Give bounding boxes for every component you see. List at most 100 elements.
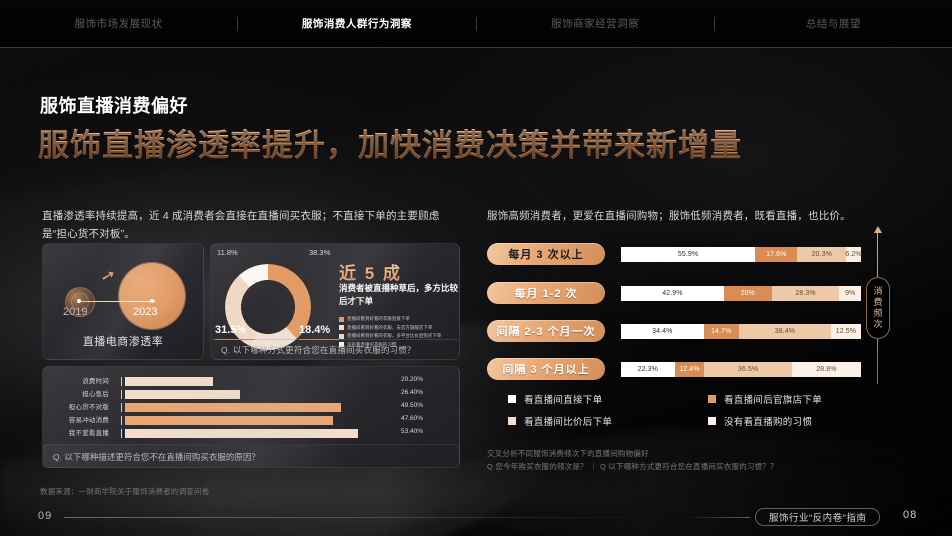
footnote-line-2: Q 您今年购买衣服的频次是？ ｜ Q 以下哪种方式更符合您在直播间买衣服的习惯？… — [487, 462, 778, 472]
bar-row-tick — [121, 429, 122, 438]
bar-row-tick — [121, 403, 122, 412]
nav-item-summary-outlook[interactable]: 总结与展望 — [805, 18, 861, 30]
left-intro-text: 直播渗透率持续提高，近 4 成消费者会直接在直播间买衣服；不直接下单的主要顾虑是… — [42, 210, 440, 241]
stacked-bar-segment: 22.3% — [621, 362, 675, 377]
penetration-card: ➚ 2019 2023 直播电商渗透率 — [42, 243, 204, 360]
stacked-bar: 34.4% 14.7% 38.4% 12.5% — [621, 324, 861, 339]
frequency-pill[interactable]: 每月 3 次以上 — [487, 243, 605, 265]
connector-dot-end — [150, 299, 154, 303]
bar-row: 担心售后 26.40% — [43, 389, 453, 399]
year-2019-label: 2019 — [63, 306, 88, 318]
page-number-right: 08 — [903, 509, 918, 521]
donut-label-bottom-left: 31.5% — [215, 324, 247, 336]
bar-category-label: 担心货不对版 — [68, 404, 109, 411]
bar-fill — [125, 403, 342, 412]
stacked-bar-segment: 20.3% — [797, 247, 847, 262]
stacked-bar-segment: 38.4% — [738, 324, 831, 339]
nav-divider — [237, 16, 239, 31]
stacked-bar-segment: 36.5% — [704, 362, 792, 377]
legend-item: 直播间看到好看的衣服，去官方旗舰店下单 — [339, 325, 441, 331]
legend-item: 直播间看到好看的衣服，多平台比价后购买下单 — [339, 333, 441, 339]
stacked-bar: 42.9% 20% 28.3% 9% — [621, 286, 861, 301]
legend-swatch — [339, 342, 344, 347]
legend-swatch — [508, 417, 516, 425]
legend-swatch — [708, 395, 716, 403]
year-2023-label: 2023 — [133, 306, 158, 318]
legend-label: 看直播间后官旗店下单 — [724, 395, 823, 406]
frequency-pill[interactable]: 间隔 3 个月以上 — [487, 358, 605, 380]
right-footnote: 交叉分析不同服饰消费频次下的直播间购物偏好 Q 您今年购买衣服的频次是？ ｜ Q… — [487, 447, 778, 473]
frequency-pill[interactable]: 间隔 2-3 个月一次 — [487, 320, 605, 342]
stacked-bar: 22.3% 12.4% 36.5% 28.8% — [621, 362, 861, 377]
bar-fill — [125, 390, 241, 399]
bar-row-tick — [121, 377, 122, 386]
data-source: 数据来源：一财商学院关于服饰消费者的调查问卷 — [40, 487, 210, 496]
legend-label: 看直播间比价后下单 — [524, 417, 613, 428]
stacked-bar-segment: 28.3% — [771, 286, 840, 301]
nav-divider — [475, 16, 477, 31]
bar-category-label: 浪费时间 — [82, 378, 109, 385]
bar-row: 担心货不对版 49.50% — [43, 402, 453, 412]
section-kicker: 服饰直播消费偏好 — [40, 96, 188, 116]
legend-swatch — [339, 333, 344, 339]
up-arrow-icon: ➚ — [99, 264, 118, 287]
frequency-pill[interactable]: 每月 1-2 次 — [487, 282, 605, 304]
page-footer: 09 服饰行业“反内卷”指南 08 — [0, 505, 952, 536]
stacked-bar-segment: 42.9% — [621, 286, 724, 301]
stacked-bar-segment: 28.8% — [791, 362, 861, 377]
reasons-question-card: Q. 以下哪种描述更符合您不在直播间购买衣服的原因？ — [42, 444, 460, 468]
stacked-bar-segment: 17.6% — [755, 247, 798, 262]
bar-row: 容易冲动消费 47.60% — [43, 415, 453, 425]
legend-swatch — [708, 417, 716, 425]
stacked-bar-segment: 55.9% — [621, 247, 756, 262]
donut-label-top-left: 11.8% — [217, 248, 238, 257]
footnote-line-1: 交叉分析不同服饰消费频次下的直播间购物偏好 — [487, 449, 649, 458]
legend-swatch — [508, 395, 516, 403]
bar-category-label: 我不爱看直播 — [68, 430, 109, 437]
bar-row: 我不爱看直播 53.40% — [43, 428, 453, 438]
stacked-bar-segment: 12.5% — [830, 324, 861, 339]
bar-fill — [125, 429, 359, 438]
nav-item-market-status[interactable]: 服饰市场发展现状 — [74, 18, 163, 30]
top-navigation: 服饰市场发展现状 服饰消费人群行为洞察 服饰商家经营洞察 总结与展望 — [0, 0, 952, 48]
legend-label: 直播间看到好看的衣服直接下单 — [347, 316, 410, 321]
page-title: 服饰直播渗透率提升，加快消费决策并带来新增量 — [38, 120, 742, 165]
stacked-bar-segment: 9% — [839, 286, 861, 301]
penetration-caption: 直播电商渗透率 — [82, 336, 164, 348]
legend-item: 看直播间比价后下单 — [508, 414, 708, 428]
legend-label: 直播间看到好看的衣服，去官方旗舰店下单 — [347, 324, 433, 330]
frequency-axis-label-text: 消费频次 — [872, 286, 883, 330]
stacked-bar-segment: 14.7% — [703, 324, 739, 339]
stacked-chart-legend: 看直播间直接下单 看直播间后官旗店下单 看直播间比价后下单 没有看直播购的习惯 — [508, 392, 908, 428]
nav-item-merchant-insight[interactable]: 服饰商家经营洞察 — [551, 18, 640, 30]
nav-divider — [713, 16, 715, 31]
connector-line — [79, 301, 155, 302]
donut-chart — [225, 264, 311, 350]
donut-label-top-right: 38.3% — [309, 248, 331, 257]
connector-dot-start — [77, 299, 81, 303]
legend-item: 看直播间直接下单 — [508, 392, 708, 406]
page-number-left: 09 — [38, 510, 53, 522]
bar-value-label: 53.40% — [401, 428, 424, 435]
bubble-2023 — [119, 263, 185, 329]
footer-rule — [690, 517, 750, 518]
bar-value-label: 20.20% — [401, 376, 424, 383]
bar-value-label: 26.40% — [401, 389, 424, 396]
donut-label-underline — [215, 339, 255, 340]
bar-value-label: 49.50% — [401, 402, 424, 409]
bar-fill — [125, 377, 214, 386]
nav-item-consumer-behavior[interactable]: 服饰消费人群行为洞察 — [301, 18, 412, 30]
stacked-bar-segment: 20% — [723, 286, 772, 301]
bar-row-tick — [121, 390, 122, 399]
stacked-bar-segment: 34.4% — [621, 324, 704, 339]
right-intro-text: 服饰高频消费者，更爱在直播间购物；服饰低频消费者，既看直播，也比价。 — [487, 210, 851, 222]
legend-item: 看直播间后官旗店下单 — [708, 392, 908, 406]
bar-row: 浪费时间 20.20% — [43, 376, 453, 386]
donut-label-bottom-right: 18.4% — [299, 324, 331, 336]
legend-item: 没有看直播购的习惯 — [708, 414, 908, 428]
donut-card: 11.8% 38.3% 31.5% 18.4% 近 5 成 消费者被直播种草后，… — [210, 243, 460, 360]
legend-label: 没有看直播买衣服的习惯 — [347, 341, 397, 347]
donut-subtitle: 消费者被直播种草后，多方比较后才下单 — [339, 283, 459, 307]
legend-label: 没有看直播购的习惯 — [724, 417, 813, 428]
bar-category-label: 容易冲动消费 — [68, 417, 109, 424]
